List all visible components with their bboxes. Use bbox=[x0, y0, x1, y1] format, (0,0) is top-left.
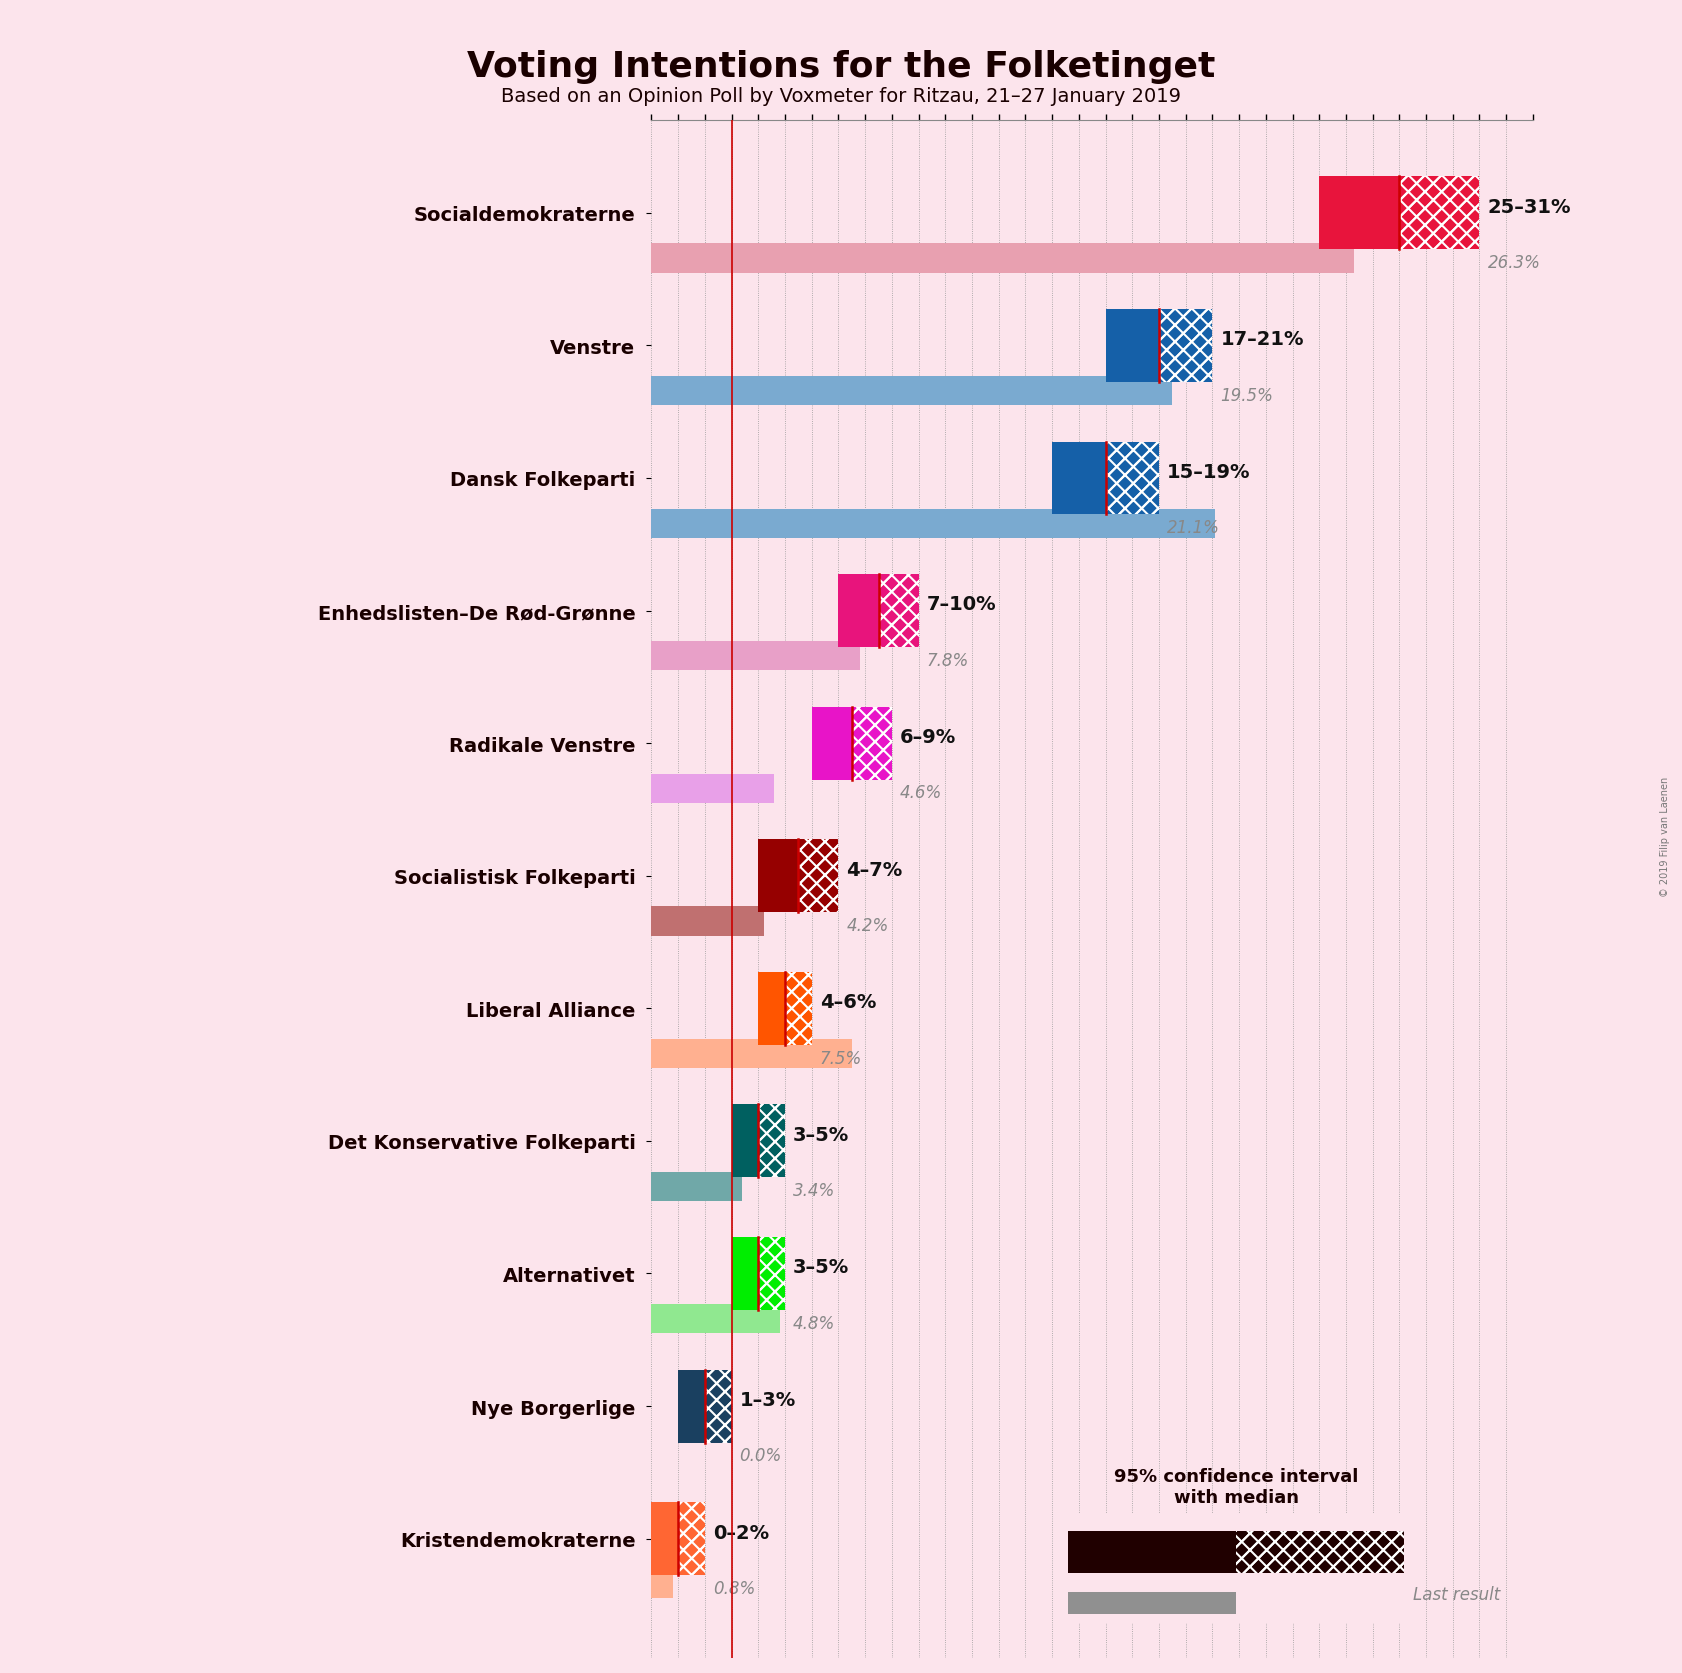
Bar bbox=[1159, 310, 1213, 383]
Text: Based on an Opinion Poll by Voxmeter for Ritzau, 21–27 January 2019: Based on an Opinion Poll by Voxmeter for… bbox=[501, 87, 1181, 105]
Bar bbox=[878, 576, 918, 647]
Text: 6–9%: 6–9% bbox=[900, 728, 955, 746]
Bar bbox=[851, 708, 891, 780]
Text: 1–3%: 1–3% bbox=[740, 1390, 796, 1409]
Text: 26.3%: 26.3% bbox=[1487, 254, 1541, 271]
Bar bbox=[759, 1238, 785, 1310]
Bar bbox=[799, 840, 838, 913]
Bar bbox=[732, 1104, 759, 1178]
Bar bbox=[651, 509, 1214, 539]
Bar bbox=[678, 1502, 705, 1576]
Bar bbox=[1105, 442, 1159, 515]
Bar bbox=[785, 972, 812, 1046]
Bar bbox=[651, 1569, 673, 1598]
Text: 7.5%: 7.5% bbox=[819, 1049, 861, 1067]
Bar bbox=[732, 1238, 759, 1310]
Text: 19.5%: 19.5% bbox=[1221, 386, 1273, 405]
Bar bbox=[651, 376, 1172, 407]
Bar bbox=[759, 840, 799, 913]
Text: 3–5%: 3–5% bbox=[792, 1258, 849, 1276]
Bar bbox=[1236, 1531, 1404, 1573]
Text: 7–10%: 7–10% bbox=[927, 596, 996, 614]
Text: Voting Intentions for the Folketinget: Voting Intentions for the Folketinget bbox=[468, 50, 1214, 84]
Bar bbox=[1053, 442, 1105, 515]
Text: 21.1%: 21.1% bbox=[1167, 519, 1219, 537]
Bar bbox=[1105, 310, 1159, 383]
Bar bbox=[838, 576, 878, 647]
Bar bbox=[651, 1502, 678, 1576]
Bar bbox=[705, 1370, 732, 1442]
Text: Last result: Last result bbox=[1413, 1584, 1500, 1603]
Text: 4.6%: 4.6% bbox=[900, 785, 942, 801]
Bar bbox=[759, 1104, 785, 1178]
Text: 4–6%: 4–6% bbox=[819, 992, 876, 1012]
Bar bbox=[651, 907, 764, 935]
Text: 7.8%: 7.8% bbox=[927, 651, 969, 669]
Bar bbox=[651, 1039, 851, 1069]
Bar bbox=[812, 708, 851, 780]
Text: 4.2%: 4.2% bbox=[846, 917, 888, 934]
Bar bbox=[1159, 310, 1213, 383]
Bar bbox=[799, 840, 838, 913]
Bar bbox=[651, 775, 774, 803]
Text: 4–7%: 4–7% bbox=[846, 860, 903, 878]
Bar bbox=[1399, 177, 1480, 251]
Bar bbox=[651, 642, 860, 671]
Bar bbox=[651, 1305, 780, 1333]
Bar bbox=[1105, 442, 1159, 515]
Text: 3.4%: 3.4% bbox=[792, 1181, 836, 1200]
Bar bbox=[878, 576, 918, 647]
Bar bbox=[1319, 177, 1399, 251]
Text: 17–21%: 17–21% bbox=[1221, 330, 1304, 350]
Text: 15–19%: 15–19% bbox=[1167, 462, 1250, 482]
Text: 4.8%: 4.8% bbox=[792, 1313, 836, 1332]
Text: 0.8%: 0.8% bbox=[713, 1579, 755, 1598]
Text: 0.0%: 0.0% bbox=[740, 1447, 782, 1464]
Text: 0–2%: 0–2% bbox=[713, 1522, 769, 1541]
Bar bbox=[759, 1104, 785, 1178]
Text: © 2019 Filip van Laenen: © 2019 Filip van Laenen bbox=[1660, 776, 1670, 897]
Bar bbox=[1068, 1593, 1236, 1614]
Bar bbox=[678, 1502, 705, 1576]
Bar bbox=[1236, 1531, 1404, 1573]
Text: 3–5%: 3–5% bbox=[792, 1126, 849, 1144]
Bar bbox=[705, 1370, 732, 1442]
Bar bbox=[759, 1238, 785, 1310]
Text: 25–31%: 25–31% bbox=[1487, 197, 1571, 216]
Bar bbox=[785, 972, 812, 1046]
Bar bbox=[678, 1370, 705, 1442]
Bar bbox=[1068, 1531, 1236, 1573]
Text: 95% confidence interval
with median: 95% confidence interval with median bbox=[1113, 1467, 1359, 1506]
Bar bbox=[851, 708, 891, 780]
Bar bbox=[1399, 177, 1480, 251]
Bar bbox=[651, 1171, 742, 1201]
Bar bbox=[651, 244, 1354, 273]
Bar bbox=[759, 972, 785, 1046]
